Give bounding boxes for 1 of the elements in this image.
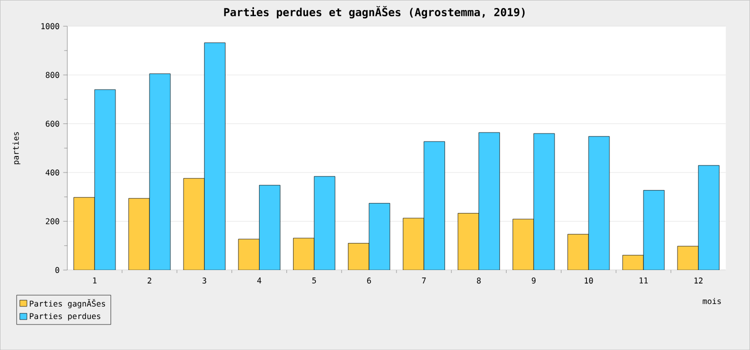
chart-title: Parties perdues et gagnĂŠes (Agrostemma, 2019) (224, 6, 525, 18)
